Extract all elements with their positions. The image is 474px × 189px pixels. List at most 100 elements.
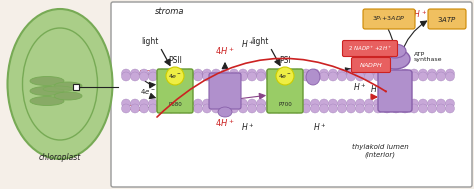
FancyBboxPatch shape [157, 69, 193, 113]
Text: $H^+$: $H^+$ [313, 121, 327, 133]
Text: $4H^+$: $4H^+$ [215, 117, 235, 129]
Text: $4H^+$: $4H^+$ [215, 45, 235, 57]
Circle shape [193, 104, 202, 113]
Ellipse shape [30, 97, 64, 105]
Circle shape [148, 69, 157, 78]
Circle shape [301, 104, 310, 113]
Circle shape [437, 99, 446, 108]
Circle shape [211, 99, 220, 108]
Text: $3P_i\!+\!3ADP$: $3P_i\!+\!3ADP$ [372, 15, 406, 23]
Text: $4e^-$: $4e^-$ [278, 72, 292, 80]
Ellipse shape [306, 69, 320, 85]
Circle shape [265, 104, 274, 113]
Text: $3H^+$: $3H^+$ [391, 81, 409, 93]
Circle shape [383, 104, 392, 113]
Circle shape [121, 99, 130, 108]
Circle shape [301, 69, 310, 78]
Ellipse shape [30, 77, 64, 85]
Circle shape [446, 72, 455, 81]
Circle shape [446, 104, 455, 113]
Circle shape [157, 69, 166, 78]
Circle shape [428, 72, 437, 81]
Circle shape [238, 69, 247, 78]
Circle shape [247, 69, 256, 78]
Circle shape [130, 69, 139, 78]
Circle shape [365, 69, 374, 78]
Circle shape [184, 72, 193, 81]
Circle shape [220, 72, 229, 81]
Circle shape [211, 72, 220, 81]
Circle shape [446, 99, 455, 108]
Circle shape [166, 72, 175, 81]
Circle shape [274, 104, 283, 113]
Circle shape [202, 99, 211, 108]
Circle shape [121, 69, 130, 78]
Circle shape [139, 69, 148, 78]
Circle shape [247, 72, 256, 81]
Circle shape [374, 104, 383, 113]
Circle shape [184, 99, 193, 108]
Circle shape [229, 104, 238, 113]
Circle shape [130, 104, 139, 113]
FancyBboxPatch shape [111, 2, 472, 187]
Circle shape [211, 104, 220, 113]
Circle shape [166, 99, 175, 108]
Text: P680: P680 [168, 101, 182, 106]
Circle shape [428, 69, 437, 78]
Circle shape [292, 72, 301, 81]
Circle shape [319, 72, 328, 81]
Text: $4e^-$: $4e^-$ [168, 72, 182, 80]
Text: $1O_2 + 4H^+$: $1O_2 + 4H^+$ [128, 103, 167, 114]
Circle shape [193, 99, 202, 108]
Circle shape [256, 72, 265, 81]
Ellipse shape [54, 92, 82, 100]
Circle shape [419, 69, 428, 78]
Circle shape [238, 104, 247, 113]
Circle shape [328, 99, 337, 108]
Circle shape [283, 72, 292, 81]
Circle shape [193, 69, 202, 78]
Circle shape [392, 104, 401, 113]
Circle shape [301, 99, 310, 108]
Circle shape [256, 69, 265, 78]
Circle shape [365, 99, 374, 108]
Circle shape [365, 72, 374, 81]
Circle shape [328, 69, 337, 78]
Circle shape [157, 72, 166, 81]
Circle shape [274, 99, 283, 108]
Circle shape [166, 104, 175, 113]
Ellipse shape [54, 82, 82, 90]
Circle shape [392, 99, 401, 108]
Text: $3ATP$: $3ATP$ [437, 15, 457, 23]
Circle shape [383, 69, 392, 78]
Circle shape [157, 99, 166, 108]
Text: $H^+$: $H^+$ [241, 38, 255, 50]
Circle shape [202, 69, 211, 78]
Circle shape [437, 104, 446, 113]
Circle shape [401, 104, 410, 113]
Circle shape [319, 69, 328, 78]
Circle shape [283, 99, 292, 108]
Circle shape [265, 72, 274, 81]
Text: $4e^-$: $4e^-$ [140, 87, 156, 96]
Circle shape [310, 72, 319, 81]
Ellipse shape [22, 28, 98, 140]
Circle shape [229, 99, 238, 108]
Text: stroma: stroma [155, 6, 185, 15]
Circle shape [356, 72, 365, 81]
Circle shape [410, 104, 419, 113]
Circle shape [175, 99, 184, 108]
Circle shape [256, 99, 265, 108]
Circle shape [374, 99, 383, 108]
Circle shape [356, 99, 365, 108]
Text: thylakoid lumen
(interior): thylakoid lumen (interior) [352, 144, 409, 158]
Circle shape [229, 69, 238, 78]
Circle shape [301, 72, 310, 81]
Text: light: light [251, 37, 269, 46]
Circle shape [166, 69, 175, 78]
Circle shape [392, 69, 401, 78]
Text: $H^+$: $H^+$ [370, 83, 383, 95]
Circle shape [292, 104, 301, 113]
Circle shape [419, 99, 428, 108]
Circle shape [220, 104, 229, 113]
